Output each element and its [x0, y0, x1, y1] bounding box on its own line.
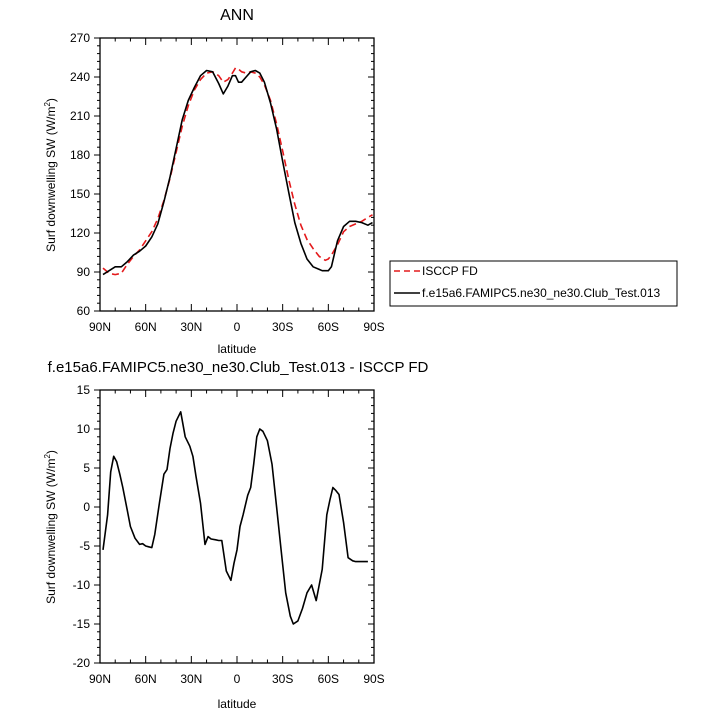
panel-top: ANN 90N 60N 30N 0 30S 60S 90S 60 90 120 150 180 210… — [43, 7, 678, 356]
y-tick-label: 5 — [83, 461, 90, 475]
x-tick-label: 90N — [89, 320, 111, 334]
legend-label-model: f.e15a6.FAMIPC5.ne30_ne30.Club_Test.013 — [422, 286, 660, 300]
x-tick-label: 90S — [363, 672, 384, 686]
y-tick-label: 150 — [70, 187, 90, 201]
x-tick-label: 30S — [272, 320, 293, 334]
y-tick-label: -15 — [73, 617, 91, 631]
y-tick-label: -10 — [73, 578, 91, 592]
x-axis-label: latitude — [218, 342, 257, 356]
x-tick-labels: 90N 60N 30N 0 30S 60S 90S — [89, 672, 385, 686]
x-tick-labels: 90N 60N 30N 0 30S 60S 90S — [89, 320, 385, 334]
y-tick-label: 240 — [70, 70, 90, 84]
y-axis-label-sup: 2 — [43, 102, 52, 107]
x-tick-label: 0 — [234, 672, 241, 686]
y-tick-label: -5 — [79, 539, 90, 553]
legend: ISCCP FD f.e15a6.FAMIPC5.ne30_ne30.Club_… — [389, 260, 678, 307]
x-tick-label: 90N — [89, 672, 111, 686]
y-axis-label-close: ) — [44, 98, 58, 102]
axis-ticks — [94, 37, 375, 312]
y-axis-label: Surf downwelling SW (W/m2) — [43, 98, 58, 252]
x-tick-label: 0 — [234, 320, 241, 334]
legend-label-isccp: ISCCP FD — [422, 264, 478, 278]
y-tick-label: 10 — [77, 422, 91, 436]
x-tick-label: 60S — [318, 320, 339, 334]
y-tick-label: 210 — [70, 109, 90, 123]
y-axis-label-close: ) — [44, 450, 58, 454]
x-tick-label: 60S — [318, 672, 339, 686]
x-tick-label: 90S — [363, 320, 384, 334]
plot-area-frame — [99, 389, 375, 664]
y-tick-label: 270 — [70, 31, 90, 45]
chart-title: ANN — [220, 7, 254, 24]
y-tick-label: 15 — [77, 383, 91, 397]
chart-title: f.e15a6.FAMIPC5.ne30_ne30.Club_Test.013 … — [48, 359, 429, 376]
y-tick-labels: 60 90 120 150 180 210 240 270 — [70, 31, 90, 318]
legend-box — [389, 260, 678, 307]
y-tick-label: 60 — [77, 304, 91, 318]
series-line-0 — [102, 67, 373, 276]
series-line-0 — [102, 410, 368, 625]
panel-bottom: f.e15a6.FAMIPC5.ne30_ne30.Club_Test.013 … — [43, 359, 429, 711]
series-lines — [102, 67, 373, 276]
y-tick-label: 120 — [70, 226, 90, 240]
y-tick-label: 180 — [70, 148, 90, 162]
y-axis-label-main: Surf downwelling SW (W/m — [44, 107, 58, 252]
series-line-1 — [102, 69, 373, 276]
y-axis-label-sup: 2 — [43, 454, 52, 459]
y-tick-label: -20 — [73, 656, 91, 670]
y-axis-label: Surf downwelling SW (W/m2) — [43, 450, 58, 604]
axis-ticks — [94, 389, 375, 664]
x-tick-label: 60N — [135, 320, 157, 334]
x-tick-label: 30N — [180, 672, 202, 686]
x-axis-label: latitude — [218, 697, 257, 711]
x-tick-label: 30S — [272, 672, 293, 686]
x-tick-label: 30N — [180, 320, 202, 334]
y-tick-label: 0 — [83, 500, 90, 514]
y-tick-label: 90 — [77, 265, 91, 279]
y-axis-label-main: Surf downwelling SW (W/m — [44, 459, 58, 604]
x-tick-label: 60N — [135, 672, 157, 686]
y-tick-labels: -20 -15 -10 -5 0 5 10 15 — [73, 383, 91, 670]
series-lines — [102, 410, 368, 625]
